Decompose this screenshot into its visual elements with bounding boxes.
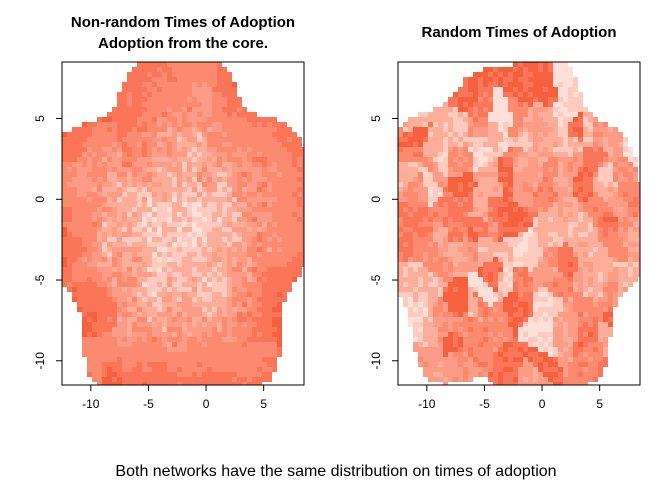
y-tick-label: -10 [369, 352, 383, 370]
panel-title-line-2: Adoption from the core. [98, 35, 268, 52]
x-tick-label: -10 [418, 397, 436, 411]
y-tick-label: 5 [369, 115, 383, 122]
x-tick-label: -5 [479, 397, 490, 411]
panel-title-line-1: Random Times of Adoption [422, 24, 617, 41]
plot-frame [397, 61, 641, 386]
y-tick-label: -10 [33, 352, 47, 370]
x-tick-label: -10 [82, 397, 100, 411]
y-tick-label: 0 [33, 196, 47, 203]
x-tick-label: 0 [203, 397, 210, 411]
panel-random: Random Times of Adoption -10 -5 0 5 -10 -5 0 5 [369, 24, 641, 411]
panel-title-line-1: Non-random Times of Adoption [71, 14, 295, 31]
heatmap-field [62, 62, 304, 385]
y-tick-label: 5 [33, 115, 47, 122]
x-tick-label: 5 [596, 397, 603, 411]
figure-caption: Both networks have the same distribution… [115, 463, 556, 480]
x-tick-label: 0 [539, 397, 546, 411]
x-tick-label: -5 [143, 397, 154, 411]
y-tick-label: 0 [369, 196, 383, 203]
y-tick-label: -5 [369, 274, 383, 285]
panel-nonrandom: Non-random Times of Adoption Adoption fr… [33, 14, 305, 411]
heatmap-field [398, 62, 640, 385]
y-tick-label: -5 [33, 274, 47, 285]
plot-frame [61, 61, 305, 386]
x-tick-label: 5 [260, 397, 267, 411]
